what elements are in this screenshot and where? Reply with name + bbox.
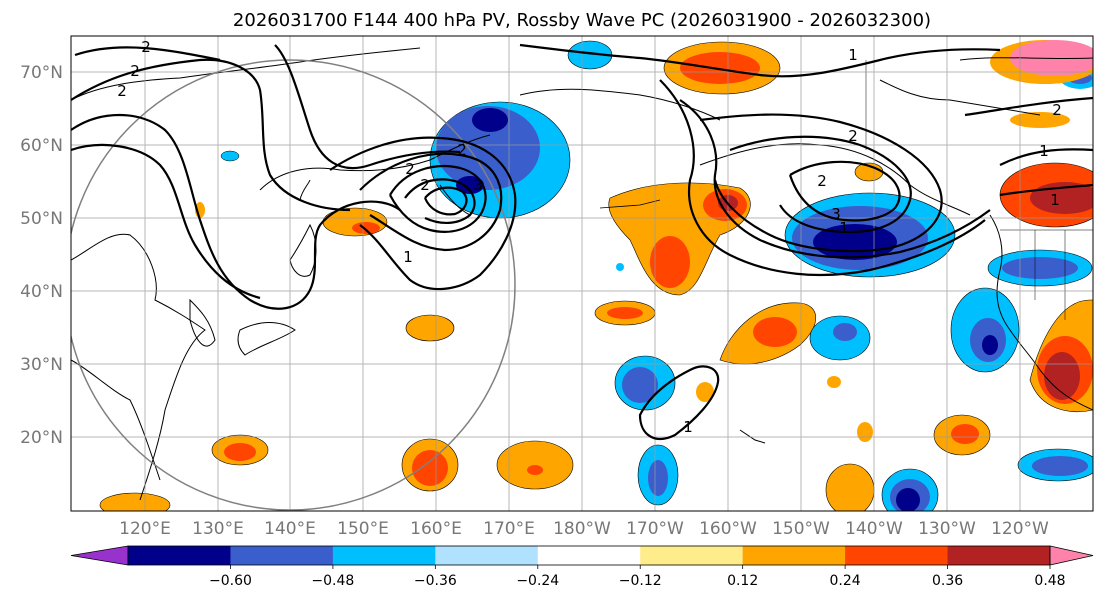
lat-label: 20°N <box>20 428 63 448</box>
positive-anomaly-pacific-northwest <box>999 162 1093 228</box>
lon-label: 150°W <box>772 519 830 539</box>
contour-label: 1 <box>1039 142 1049 160</box>
colorbar-tick-label: 0.12 <box>727 573 758 589</box>
colorbar-tick-label: 0.36 <box>932 573 963 589</box>
positive-anomaly-hawaii-north <box>719 302 816 365</box>
lon-label: 130°W <box>918 519 976 539</box>
colorbar-tick-label: −0.60 <box>209 573 252 589</box>
contour-label: 2 <box>1052 101 1062 119</box>
positive-anomaly-arctic <box>663 41 781 95</box>
colorbar-segment <box>537 546 641 565</box>
lon-label: 130°E <box>192 519 244 539</box>
contour-label: 2 <box>420 176 430 194</box>
colorbar-segment <box>332 546 436 565</box>
lon-label: 170°W <box>626 519 684 539</box>
lat-label: 50°N <box>20 209 63 229</box>
figure-title: 2026031700 F144 400 hPa PV, Rossby Wave … <box>233 10 931 31</box>
colorbar-tick-label: 0.24 <box>830 573 861 589</box>
lat-label: 40°N <box>20 282 63 302</box>
colorbar-tick-label: −0.36 <box>414 573 457 589</box>
contour-label: 2 <box>457 141 467 159</box>
colorbar-segment <box>742 546 846 565</box>
anomaly-shading <box>99 40 1093 511</box>
contour-label: 2 <box>848 127 858 145</box>
lon-label: 140°W <box>845 519 903 539</box>
colorbar-tick-label: −0.12 <box>619 573 662 589</box>
lon-label: 120°W <box>991 519 1049 539</box>
contour-label: 1 <box>683 418 693 436</box>
colorbar-segment <box>230 546 334 565</box>
negative-anomaly-kamchatka <box>429 101 571 219</box>
colorbar-extend-low <box>70 545 129 566</box>
contour-label: 1 <box>848 46 858 64</box>
lon-label: 150°E <box>337 519 389 539</box>
contour-label: 2 <box>817 172 827 190</box>
colorbar-frame <box>127 545 1051 566</box>
colorbar-segment <box>435 546 539 565</box>
negative-anomaly-west-coast <box>950 249 1093 373</box>
lat-label: 70°N <box>20 63 63 83</box>
contour-label: 1 <box>403 248 413 266</box>
contour-label: 2 <box>141 38 151 56</box>
colorbar-extend-high <box>1049 545 1094 566</box>
colorbar-segment <box>128 546 231 565</box>
lon-label: 140°E <box>264 519 316 539</box>
map-frame <box>70 35 1094 512</box>
contour-label: 2 <box>405 160 415 178</box>
contour-label: 1 <box>839 219 849 237</box>
colorbar-segment <box>640 546 744 565</box>
colorbar-segment <box>947 546 1051 565</box>
latitude-labels: 70°N 60°N 50°N 40°N 30°N 20°N <box>20 63 63 448</box>
contour-label: 1 <box>1050 191 1060 209</box>
contour-label: 2 <box>117 82 127 100</box>
longitude-labels: 120°E 130°E 140°E 150°E 160°E 170°E 180°… <box>119 519 1049 539</box>
colorbar-tick-label: −0.24 <box>516 573 559 589</box>
lon-label: 160°E <box>410 519 462 539</box>
lon-label: 120°E <box>119 519 171 539</box>
contour-label: 3 <box>473 176 483 194</box>
contour-labels: 2 2 2 2 2 2 1 3 2 1 1 1 3 2 2 1 1 <box>117 38 1062 436</box>
lat-label: 30°N <box>20 355 63 375</box>
lat-label: 60°N <box>20 136 63 156</box>
colorbar-tick-label: 0.48 <box>1034 573 1065 589</box>
reference-circle <box>71 59 516 511</box>
colorbar-tick-label: −0.48 <box>311 573 354 589</box>
contour-label: 3 <box>831 205 841 223</box>
pv-contours <box>71 43 1093 441</box>
map-area: 2 2 2 2 2 2 1 3 2 1 1 1 3 2 2 1 1 <box>71 36 1093 511</box>
colorbar: −0.60 −0.48 −0.36 −0.24 −0.12 0.12 0.24 0.36 0.4… <box>70 545 1094 589</box>
lon-label: 180°W <box>553 519 611 539</box>
lon-label: 170°E <box>483 519 535 539</box>
colorbar-segment <box>845 546 949 565</box>
positive-anomaly-central-pacific <box>405 314 455 342</box>
lon-label: 160°W <box>699 519 757 539</box>
contour-label: 2 <box>130 62 140 80</box>
